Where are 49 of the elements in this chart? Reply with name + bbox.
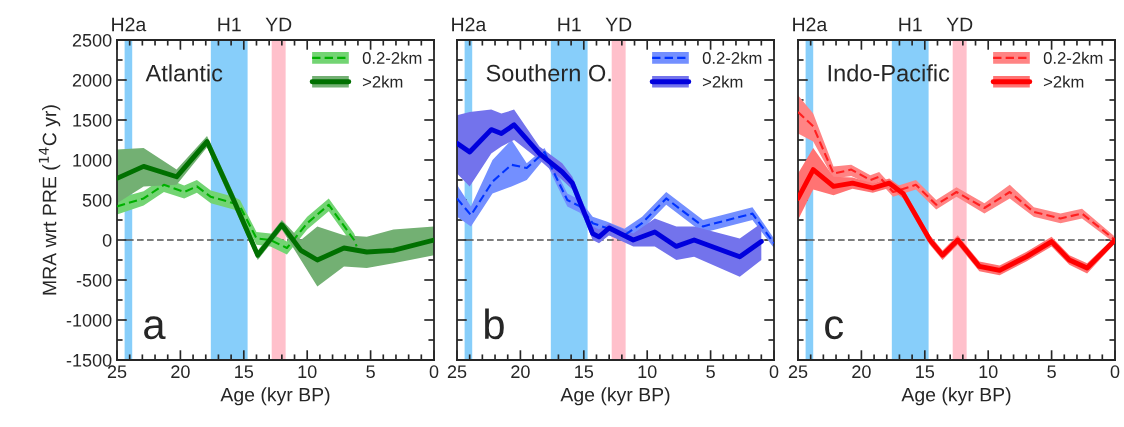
x-tick-label: 15 — [235, 365, 254, 379]
x-tick-label: 0 — [769, 365, 779, 379]
x-tick-label: 0 — [429, 365, 439, 379]
band-label: YD — [265, 17, 292, 32]
band-label: H2a — [793, 17, 828, 32]
x-tick-label: 5 — [706, 365, 715, 379]
x-tick-label: 5 — [366, 365, 375, 379]
x-tick-label: 10 — [298, 365, 317, 379]
band-label: H2a — [452, 17, 487, 32]
y-tick-label: 1500 — [73, 113, 112, 127]
legend-label: >2km — [702, 75, 743, 88]
x-tick-label: 25 — [788, 365, 808, 379]
x-tick-label: 20 — [171, 365, 190, 379]
x-tick-label: 25 — [447, 365, 467, 379]
band-label: YD — [605, 17, 632, 32]
x-axis-title: Age (kyr BP) — [560, 387, 670, 406]
x-tick-label: 10 — [638, 365, 657, 379]
band-label: H1 — [218, 17, 241, 32]
y-tick-label: 1000 — [73, 153, 112, 167]
band-label: H1 — [899, 17, 922, 32]
x-tick-label: 0 — [1110, 365, 1120, 379]
x-tick-label: 15 — [916, 365, 935, 379]
x-tick-label: 15 — [575, 365, 594, 379]
y-tick-label: 0 — [102, 233, 112, 247]
band-label: H2a — [112, 17, 147, 32]
annotation: a — [144, 316, 166, 340]
annotation: b — [485, 308, 504, 340]
legend-label: 0.2-2km — [1043, 51, 1103, 64]
band-label: H1 — [558, 17, 581, 32]
y-tick-label: -500 — [76, 273, 112, 287]
legend-label: >2km — [1043, 75, 1084, 88]
y-tick-label: 2000 — [72, 73, 112, 87]
y-tick-label: 2500 — [72, 33, 112, 47]
y-tick-label: 500 — [82, 193, 112, 207]
band-label: YD — [946, 17, 973, 32]
legend-label: 0.2-2km — [702, 51, 762, 64]
x-tick-label: 10 — [979, 365, 998, 379]
y-tick-label: -1000 — [66, 313, 112, 327]
y-axis-title: MRA wrt PRE ($^{14}$C yr) — [38, 105, 61, 295]
annotation: c — [825, 316, 844, 340]
x-axis-title: Age (kyr BP) — [220, 387, 330, 406]
x-axis-title: Age (kyr BP) — [901, 387, 1011, 406]
x-tick-label: 25 — [107, 365, 127, 379]
x-tick-label: 20 — [511, 365, 530, 379]
y-tick-label: -1500 — [66, 353, 112, 367]
legend-label: >2km — [362, 75, 403, 88]
x-tick-label: 5 — [1047, 365, 1056, 379]
legend-label: 0.2-2km — [362, 51, 422, 64]
x-tick-label: 20 — [852, 365, 871, 379]
